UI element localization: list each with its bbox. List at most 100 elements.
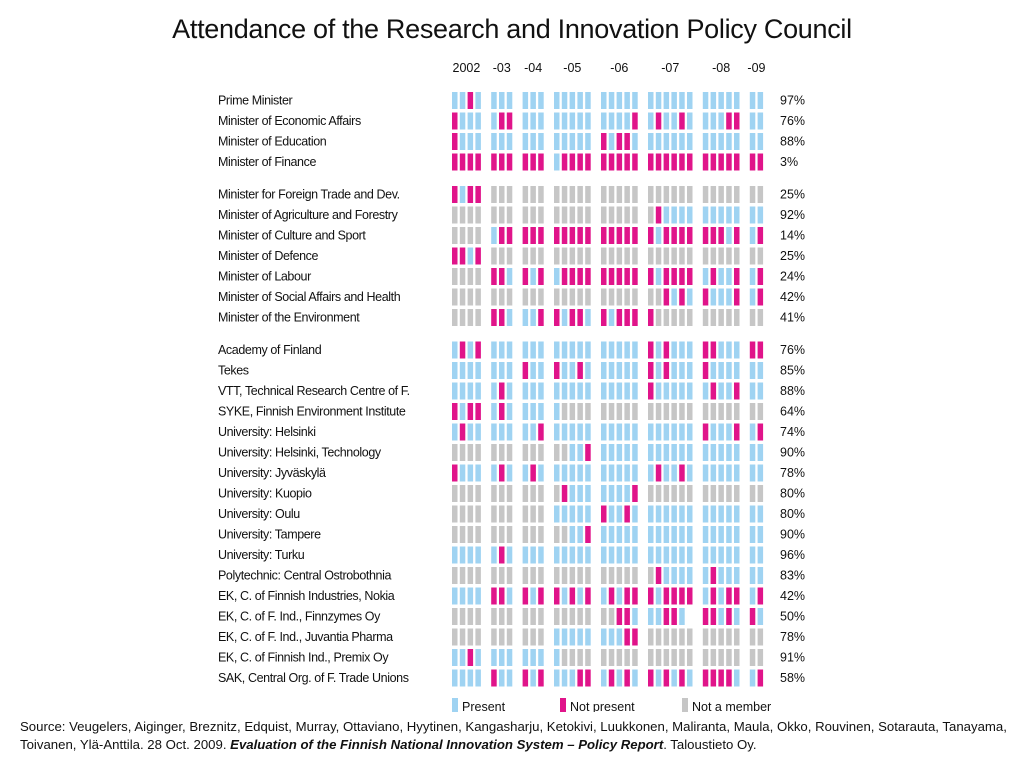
attendance-cell	[506, 268, 513, 285]
attendance-cell	[757, 587, 764, 605]
attendance-cell	[601, 608, 607, 625]
attendance-cell	[499, 464, 505, 482]
attendance-cell	[452, 669, 458, 687]
attendance-cell	[687, 153, 693, 171]
attendance-cell	[757, 268, 764, 285]
attendance-cell	[671, 526, 677, 543]
attendance-cell	[522, 403, 529, 420]
attendance-cell	[624, 669, 630, 687]
row-label: SYKE, Finnish Environment Institute	[218, 405, 406, 419]
attendance-cell	[475, 587, 481, 605]
attendance-cell	[608, 309, 615, 326]
attendance-cell	[734, 423, 740, 441]
attendance-cell	[663, 649, 670, 666]
attendance-cell	[459, 464, 466, 482]
row-label: Minister of Social Affairs and Health	[218, 290, 401, 304]
attendance-cell	[671, 423, 677, 441]
attendance-cell	[679, 112, 685, 130]
legend-swatch	[682, 698, 688, 712]
attendance-cell	[475, 444, 481, 461]
attendance-cell	[663, 206, 670, 224]
attendance-cell	[655, 382, 662, 400]
attendance-cell	[608, 423, 615, 441]
attendance-cell	[679, 186, 685, 203]
attendance-cell	[554, 485, 560, 502]
attendance-cell	[522, 423, 529, 441]
attendance-cell	[475, 403, 481, 420]
attendance-cell	[632, 341, 638, 359]
source-prefix: Source: Veugelers, Aiginger, Breznitz, E…	[20, 719, 1007, 752]
attendance-cell	[726, 546, 732, 564]
attendance-cell	[757, 362, 764, 379]
attendance-cell	[554, 464, 560, 482]
attendance-cell	[726, 341, 732, 359]
attendance-cell	[624, 309, 630, 326]
attendance-cell	[663, 186, 670, 203]
attendance-cell	[702, 464, 709, 482]
attendance-cell	[726, 92, 732, 109]
attendance-cell	[655, 268, 662, 285]
attendance-cell	[577, 112, 583, 130]
attendance-cell	[522, 362, 529, 379]
attendance-cell	[459, 587, 466, 605]
attendance-cell	[569, 133, 576, 150]
attendance-cell	[710, 112, 717, 130]
attendance-cell	[726, 649, 732, 666]
attendance-cell	[616, 403, 623, 420]
attendance-cell	[585, 362, 591, 379]
attendance-cell	[499, 649, 505, 666]
attendance-percent: 88%	[780, 135, 805, 149]
attendance-cell	[671, 362, 677, 379]
attendance-cell	[601, 423, 607, 441]
attendance-cell	[710, 288, 717, 306]
attendance-cell	[459, 423, 466, 441]
attendance-cell	[506, 444, 513, 461]
attendance-cell	[452, 186, 458, 203]
attendance-cell	[726, 444, 732, 461]
attendance-cell	[608, 227, 615, 244]
attendance-cell	[585, 403, 591, 420]
attendance-cell	[577, 669, 583, 687]
attendance-cell	[632, 92, 638, 109]
attendance-cell	[702, 485, 709, 502]
attendance-cell	[475, 341, 481, 359]
attendance-cell	[718, 186, 724, 203]
attendance-cell	[475, 608, 481, 625]
attendance-cell	[491, 268, 497, 285]
attendance-cell	[616, 608, 623, 625]
attendance-cell	[467, 227, 474, 244]
attendance-cell	[522, 505, 529, 523]
attendance-cell	[499, 546, 505, 564]
attendance-cell	[506, 341, 513, 359]
attendance-cell	[648, 567, 654, 584]
attendance-cell	[459, 444, 466, 461]
attendance-cell	[467, 341, 474, 359]
attendance-cell	[757, 628, 764, 646]
attendance-cell	[749, 649, 756, 666]
attendance-cell	[530, 628, 536, 646]
attendance-cell	[585, 546, 591, 564]
row-label: University: Oulu	[218, 507, 300, 521]
attendance-percent: 90%	[780, 446, 805, 460]
attendance-cell	[734, 288, 740, 306]
attendance-cell	[608, 649, 615, 666]
attendance-cell	[616, 362, 623, 379]
attendance-cell	[491, 403, 497, 420]
attendance-cell	[491, 423, 497, 441]
attendance-cell	[506, 133, 513, 150]
attendance-cell	[538, 649, 544, 666]
attendance-cell	[648, 444, 654, 461]
attendance-cell	[491, 288, 497, 306]
legend-swatch	[560, 698, 566, 712]
attendance-percent: 74%	[780, 425, 805, 439]
attendance-cell	[663, 628, 670, 646]
attendance-cell	[624, 628, 630, 646]
attendance-cell	[726, 268, 732, 285]
attendance-cell	[452, 608, 458, 625]
attendance-cell	[718, 227, 724, 244]
attendance-cell	[459, 288, 466, 306]
attendance-cell	[726, 423, 732, 441]
attendance-cell	[648, 206, 654, 224]
attendance-cell	[710, 206, 717, 224]
attendance-cell	[702, 133, 709, 150]
